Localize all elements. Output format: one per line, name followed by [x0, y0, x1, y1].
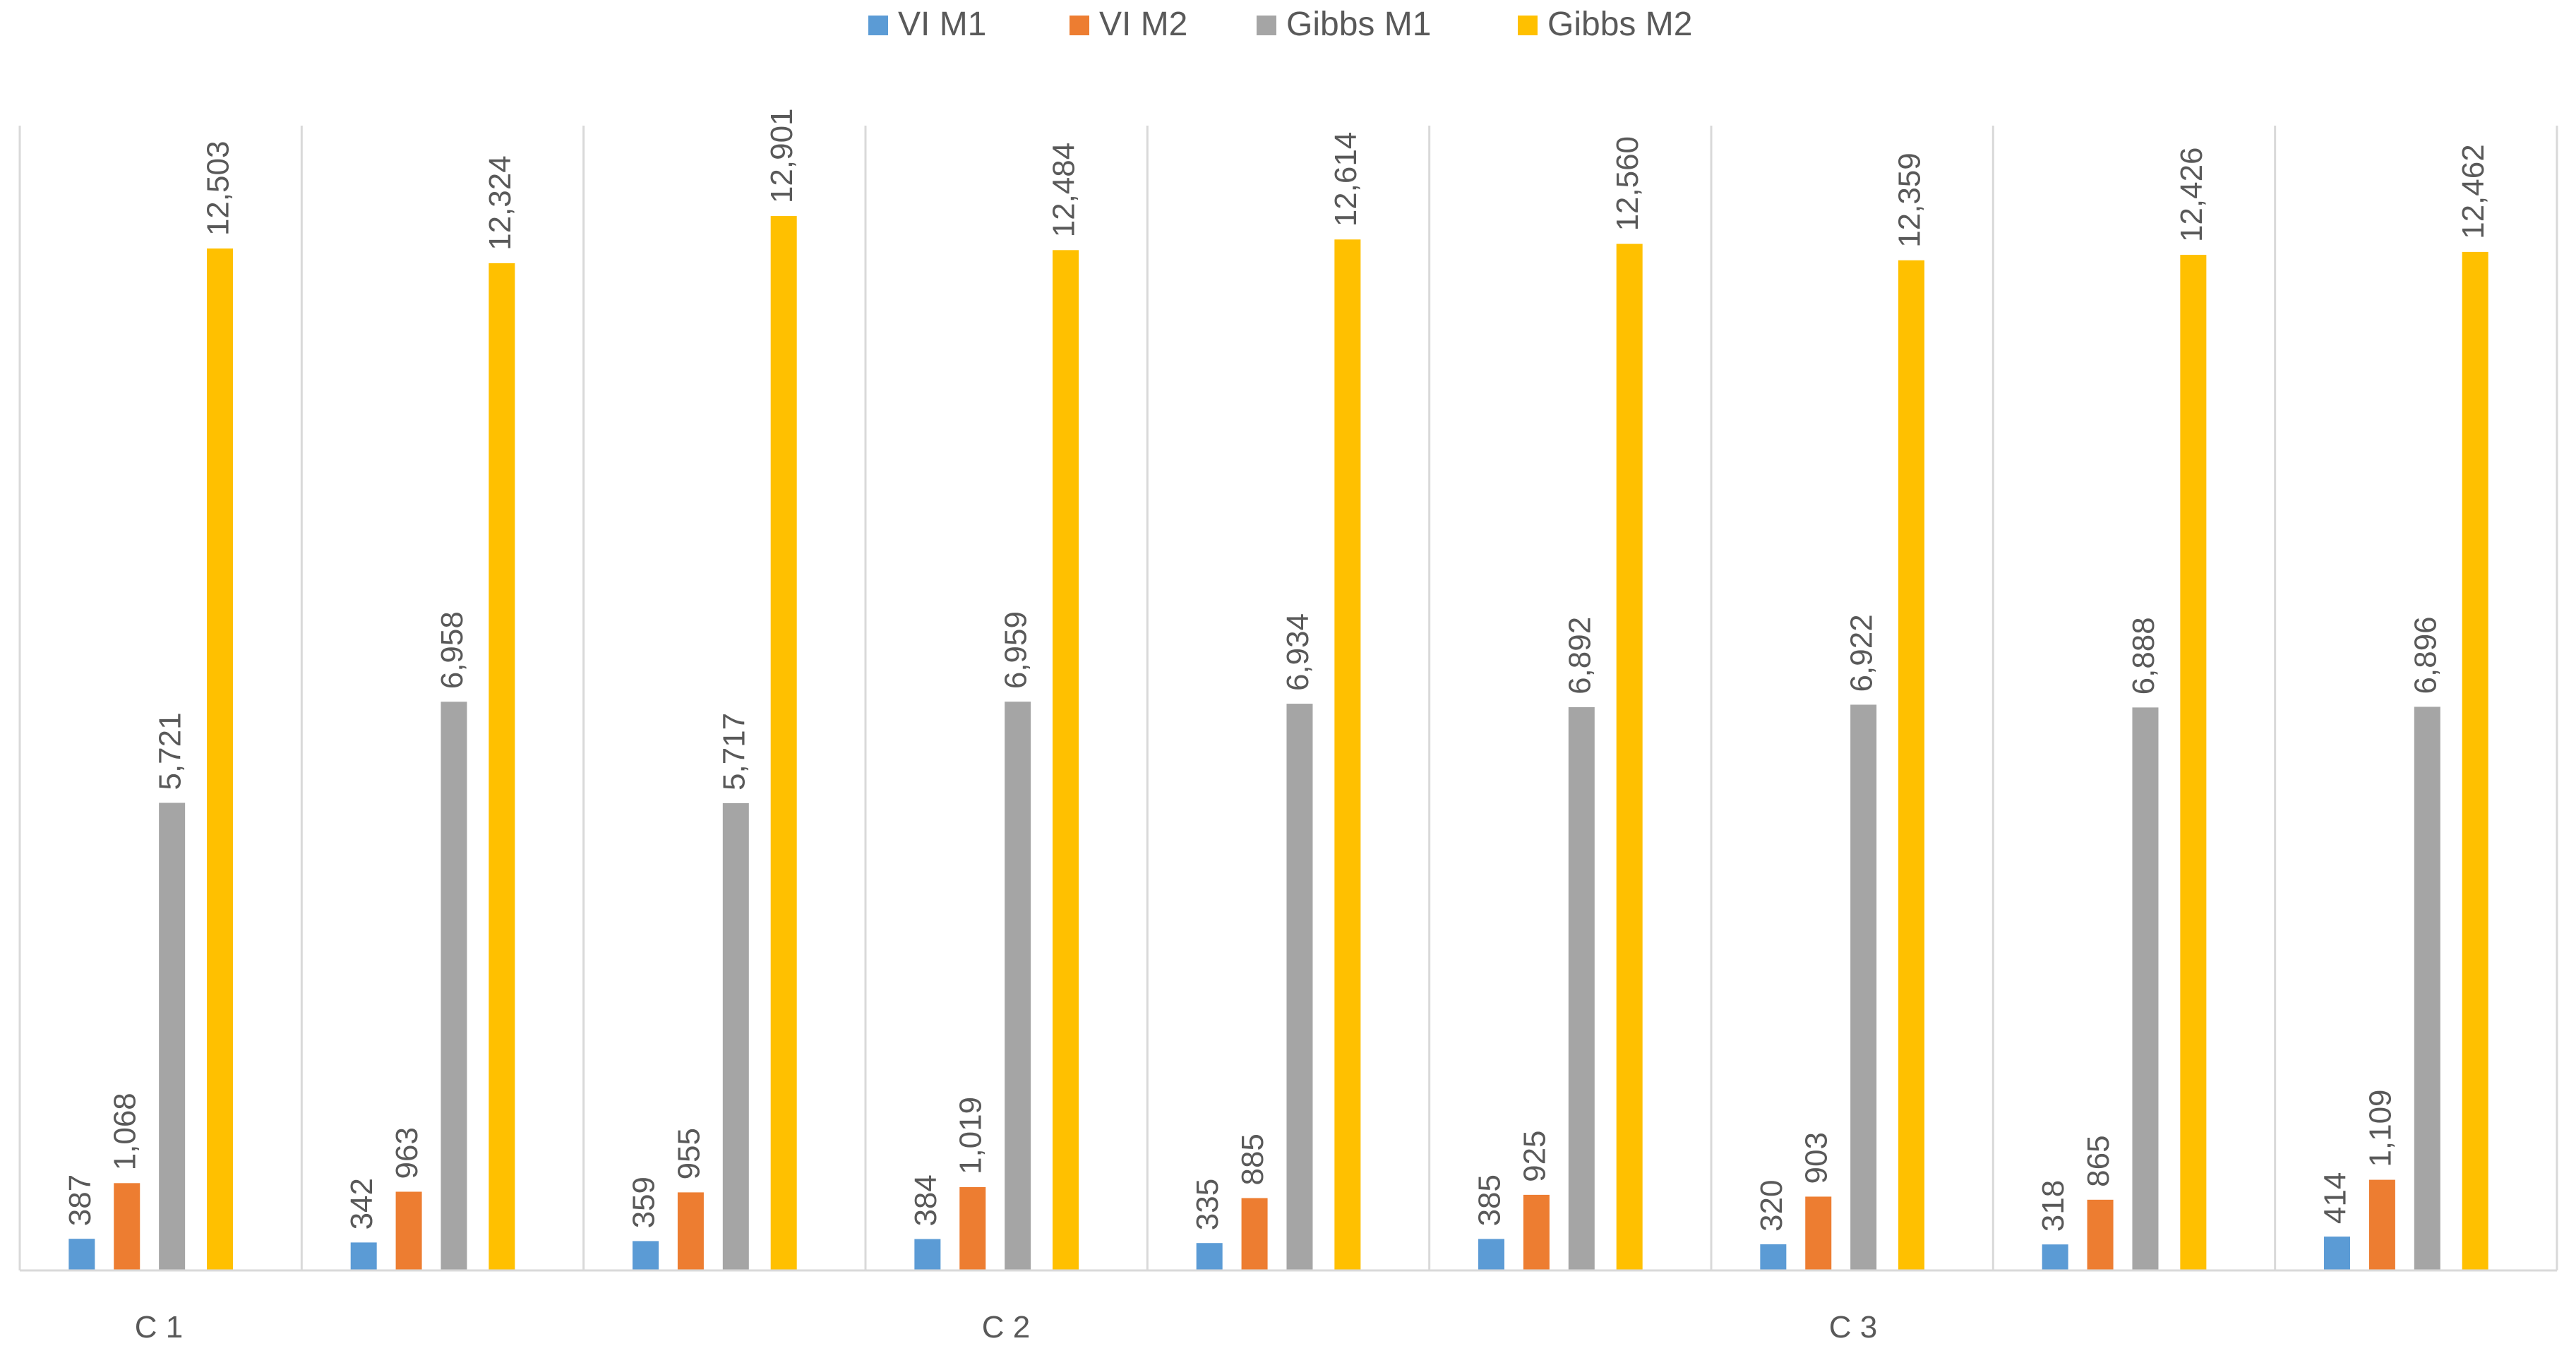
bar: [207, 248, 234, 1270]
data-label: 1,109: [2363, 1089, 2397, 1167]
legend-label: Gibbs M1: [1286, 6, 1431, 43]
bar: [395, 1191, 422, 1270]
bar: [159, 802, 186, 1270]
data-label: 12,901: [765, 108, 799, 203]
bar: [2368, 1179, 2395, 1270]
bars: [68, 216, 2488, 1271]
legend-label: Gibbs M2: [1547, 6, 1692, 43]
bar: [1478, 1239, 1505, 1270]
bar: [68, 1239, 95, 1270]
data-label: 865: [2081, 1135, 2116, 1186]
data-label: 6,959: [999, 611, 1034, 689]
bar: [770, 216, 797, 1270]
bar: [1523, 1194, 1550, 1270]
bar: [2414, 706, 2440, 1270]
data-label: 885: [1235, 1133, 1270, 1185]
data-label: 925: [1517, 1130, 1552, 1181]
bar: [1898, 260, 1925, 1271]
bar: [114, 1183, 140, 1270]
legend-label: VI M2: [1099, 6, 1187, 43]
data-label: 955: [671, 1128, 706, 1179]
bar: [722, 802, 749, 1270]
data-label: 1,068: [108, 1093, 143, 1170]
bar: [633, 1241, 659, 1270]
x-axis-labels: C 1 C 2 C 3: [135, 1310, 1877, 1345]
bar: [677, 1192, 704, 1270]
data-label: 12,462: [2456, 144, 2491, 239]
data-label: 6,896: [2408, 616, 2443, 694]
data-label: 6,888: [2126, 617, 2161, 694]
data-label: 6,922: [1845, 614, 1879, 692]
bar: [2042, 1244, 2068, 1270]
data-label: 385: [1473, 1174, 1507, 1226]
legend-swatch: [1070, 16, 1089, 35]
bar: [1053, 250, 1079, 1271]
legend-swatch: [1518, 16, 1538, 35]
x-axis-label: C 1: [135, 1310, 183, 1345]
legend: VI M1 VI M2 Gibbs M1 Gibbs M2: [868, 6, 1692, 43]
bar: [2132, 707, 2159, 1270]
x-axis-label: C 2: [982, 1310, 1030, 1345]
bar: [1334, 239, 1361, 1270]
data-label: 342: [345, 1178, 379, 1229]
bar: [2087, 1199, 2114, 1270]
bar: [1760, 1244, 1787, 1270]
data-label: 384: [909, 1174, 943, 1226]
data-label: 414: [2318, 1172, 2353, 1224]
data-label: 12,614: [1329, 132, 1363, 227]
data-label: 12,359: [1893, 152, 1927, 248]
bar: [914, 1239, 941, 1270]
data-label: 6,934: [1281, 613, 1315, 691]
bar: [2462, 251, 2488, 1270]
data-label: 359: [627, 1177, 661, 1228]
bar: [1286, 704, 1313, 1270]
data-label: 320: [1754, 1180, 1789, 1232]
data-label: 12,503: [201, 141, 236, 236]
legend-swatch: [868, 16, 888, 35]
data-label: 1,019: [954, 1097, 988, 1174]
data-label: 318: [2036, 1180, 2071, 1232]
data-label: 6,892: [1562, 617, 1597, 694]
data-label: 963: [390, 1127, 424, 1179]
data-labels: 387 342 359 384 335 385 320 318 414 1,068 963 955 1,…: [63, 108, 2491, 1232]
legend-label: VI M1: [898, 6, 986, 43]
bar: [2324, 1237, 2351, 1270]
data-label: 5,717: [717, 713, 751, 790]
bar: [1805, 1196, 1832, 1270]
x-axis-label: C 3: [1829, 1310, 1877, 1345]
bar: [959, 1186, 986, 1270]
data-label: 6,958: [435, 611, 469, 689]
bar: [1568, 706, 1595, 1270]
legend-swatch: [1257, 16, 1276, 35]
data-label: 903: [1799, 1132, 1834, 1184]
data-label: 12,560: [1610, 136, 1645, 231]
data-label: 12,426: [2174, 147, 2209, 242]
bar: [489, 263, 515, 1270]
bar: [1241, 1198, 1268, 1270]
category-separators: [18, 126, 2558, 1270]
bar: [441, 702, 467, 1270]
bar: [1850, 704, 1877, 1270]
data-label: 335: [1190, 1179, 1225, 1230]
data-label: 12,324: [483, 155, 517, 251]
data-label: 387: [63, 1174, 97, 1226]
data-label: 5,721: [153, 712, 188, 790]
bar: [350, 1242, 377, 1270]
bar: [2180, 255, 2207, 1270]
bar: [1005, 702, 1031, 1270]
bar: [1616, 243, 1643, 1270]
data-label: 12,484: [1047, 143, 1082, 238]
bar: [1196, 1243, 1223, 1270]
